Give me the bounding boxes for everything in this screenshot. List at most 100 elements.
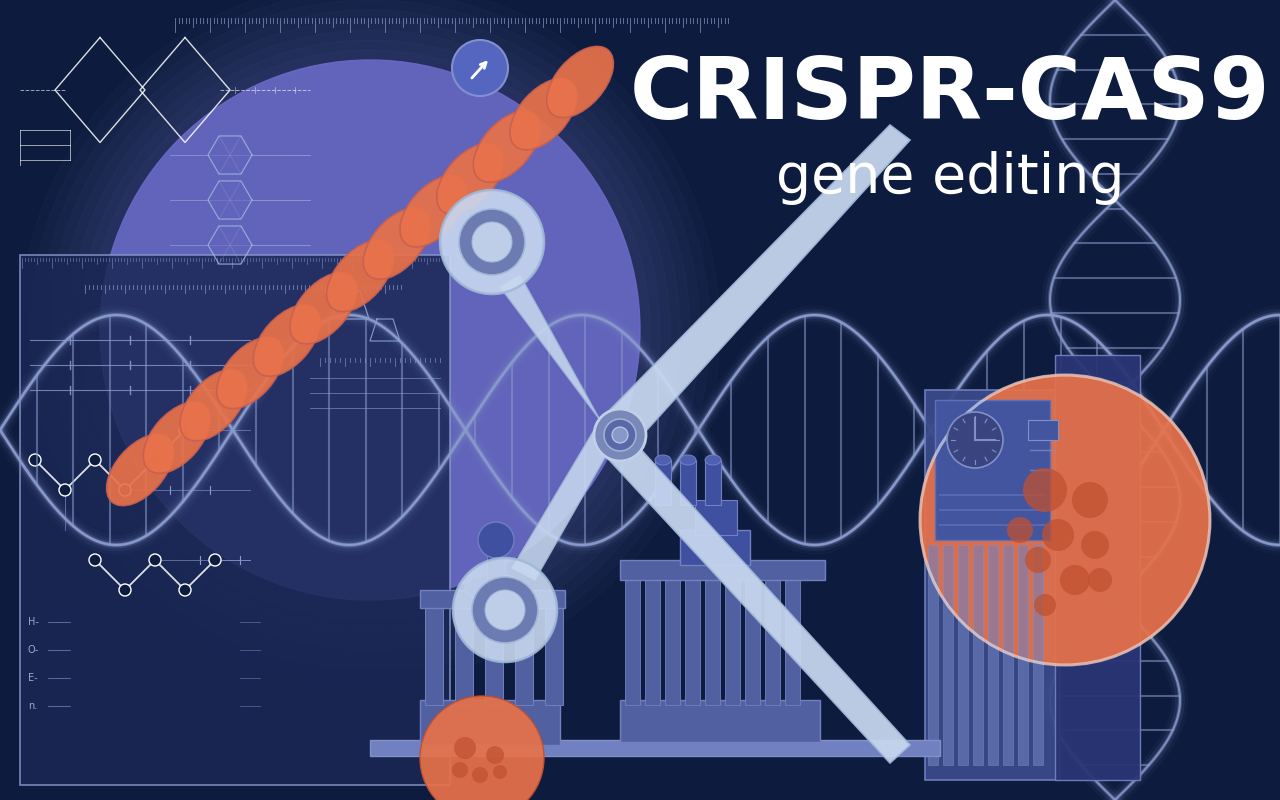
Polygon shape — [600, 125, 910, 443]
Bar — [545, 600, 563, 705]
Circle shape — [1025, 547, 1051, 573]
Polygon shape — [500, 275, 614, 440]
Circle shape — [453, 558, 557, 662]
Circle shape — [452, 40, 508, 96]
Circle shape — [1088, 568, 1112, 592]
FancyBboxPatch shape — [925, 390, 1060, 780]
FancyBboxPatch shape — [1055, 355, 1140, 780]
Circle shape — [179, 584, 191, 596]
Bar — [620, 560, 826, 580]
Circle shape — [59, 484, 70, 496]
Bar — [973, 545, 983, 765]
Circle shape — [1007, 517, 1033, 543]
Ellipse shape — [143, 402, 210, 474]
Ellipse shape — [547, 46, 613, 118]
Bar — [454, 600, 474, 705]
Bar — [685, 575, 700, 705]
Bar — [1033, 545, 1043, 765]
Circle shape — [454, 737, 476, 759]
Bar — [785, 575, 800, 705]
Circle shape — [1042, 519, 1074, 551]
Circle shape — [179, 424, 191, 436]
Circle shape — [148, 454, 161, 466]
Ellipse shape — [705, 455, 721, 465]
Ellipse shape — [436, 143, 503, 214]
Ellipse shape — [474, 111, 540, 182]
Bar — [655, 460, 671, 505]
Bar — [705, 575, 719, 705]
Circle shape — [420, 696, 544, 800]
Circle shape — [493, 765, 507, 779]
Text: gene editing: gene editing — [776, 151, 1124, 205]
Bar — [988, 545, 998, 765]
Ellipse shape — [399, 176, 467, 247]
Text: n.: n. — [28, 701, 37, 711]
Circle shape — [612, 427, 628, 443]
Bar — [724, 575, 740, 705]
Bar — [645, 575, 660, 705]
Circle shape — [90, 554, 101, 566]
Bar — [370, 740, 940, 756]
Circle shape — [486, 746, 504, 764]
Circle shape — [90, 454, 101, 466]
Bar — [420, 590, 564, 608]
Bar — [943, 545, 954, 765]
Circle shape — [947, 412, 1004, 468]
Bar — [1018, 545, 1028, 765]
Bar — [695, 500, 737, 535]
Circle shape — [477, 522, 515, 558]
Bar — [486, 545, 506, 593]
Bar — [765, 575, 780, 705]
Circle shape — [209, 554, 221, 566]
Circle shape — [1023, 468, 1068, 512]
Ellipse shape — [680, 455, 696, 465]
Circle shape — [119, 484, 131, 496]
Bar — [928, 545, 938, 765]
Circle shape — [472, 222, 512, 262]
Circle shape — [460, 209, 525, 275]
Bar — [957, 545, 968, 765]
Circle shape — [485, 590, 525, 630]
Bar — [705, 460, 721, 505]
Circle shape — [119, 584, 131, 596]
Text: H-: H- — [28, 617, 38, 627]
Bar — [625, 575, 640, 705]
Bar — [680, 460, 696, 505]
Ellipse shape — [253, 305, 320, 376]
Ellipse shape — [326, 240, 393, 312]
Bar — [515, 600, 532, 705]
FancyBboxPatch shape — [20, 255, 451, 785]
Polygon shape — [600, 443, 910, 763]
Bar — [425, 600, 443, 705]
Bar — [620, 700, 820, 742]
Bar — [745, 575, 760, 705]
Ellipse shape — [180, 370, 247, 441]
Bar — [666, 575, 680, 705]
Circle shape — [29, 454, 41, 466]
Polygon shape — [512, 420, 614, 580]
Bar — [485, 600, 503, 705]
Circle shape — [1082, 531, 1108, 559]
Circle shape — [472, 577, 538, 643]
FancyBboxPatch shape — [934, 400, 1050, 540]
Circle shape — [100, 60, 640, 600]
Ellipse shape — [216, 338, 283, 409]
Ellipse shape — [465, 574, 525, 602]
Ellipse shape — [106, 434, 173, 506]
Bar — [1004, 545, 1012, 765]
Ellipse shape — [655, 455, 671, 465]
Ellipse shape — [509, 78, 577, 150]
Circle shape — [148, 554, 161, 566]
Circle shape — [440, 190, 544, 294]
Circle shape — [472, 767, 488, 783]
Circle shape — [1034, 594, 1056, 616]
Bar — [420, 700, 561, 745]
Circle shape — [1073, 482, 1108, 518]
Circle shape — [1060, 565, 1091, 595]
Circle shape — [604, 419, 636, 451]
Text: E-: E- — [28, 673, 37, 683]
Ellipse shape — [291, 273, 357, 344]
Ellipse shape — [364, 208, 430, 279]
Text: CRISPR-CAS9: CRISPR-CAS9 — [630, 54, 1270, 137]
Circle shape — [920, 375, 1210, 665]
